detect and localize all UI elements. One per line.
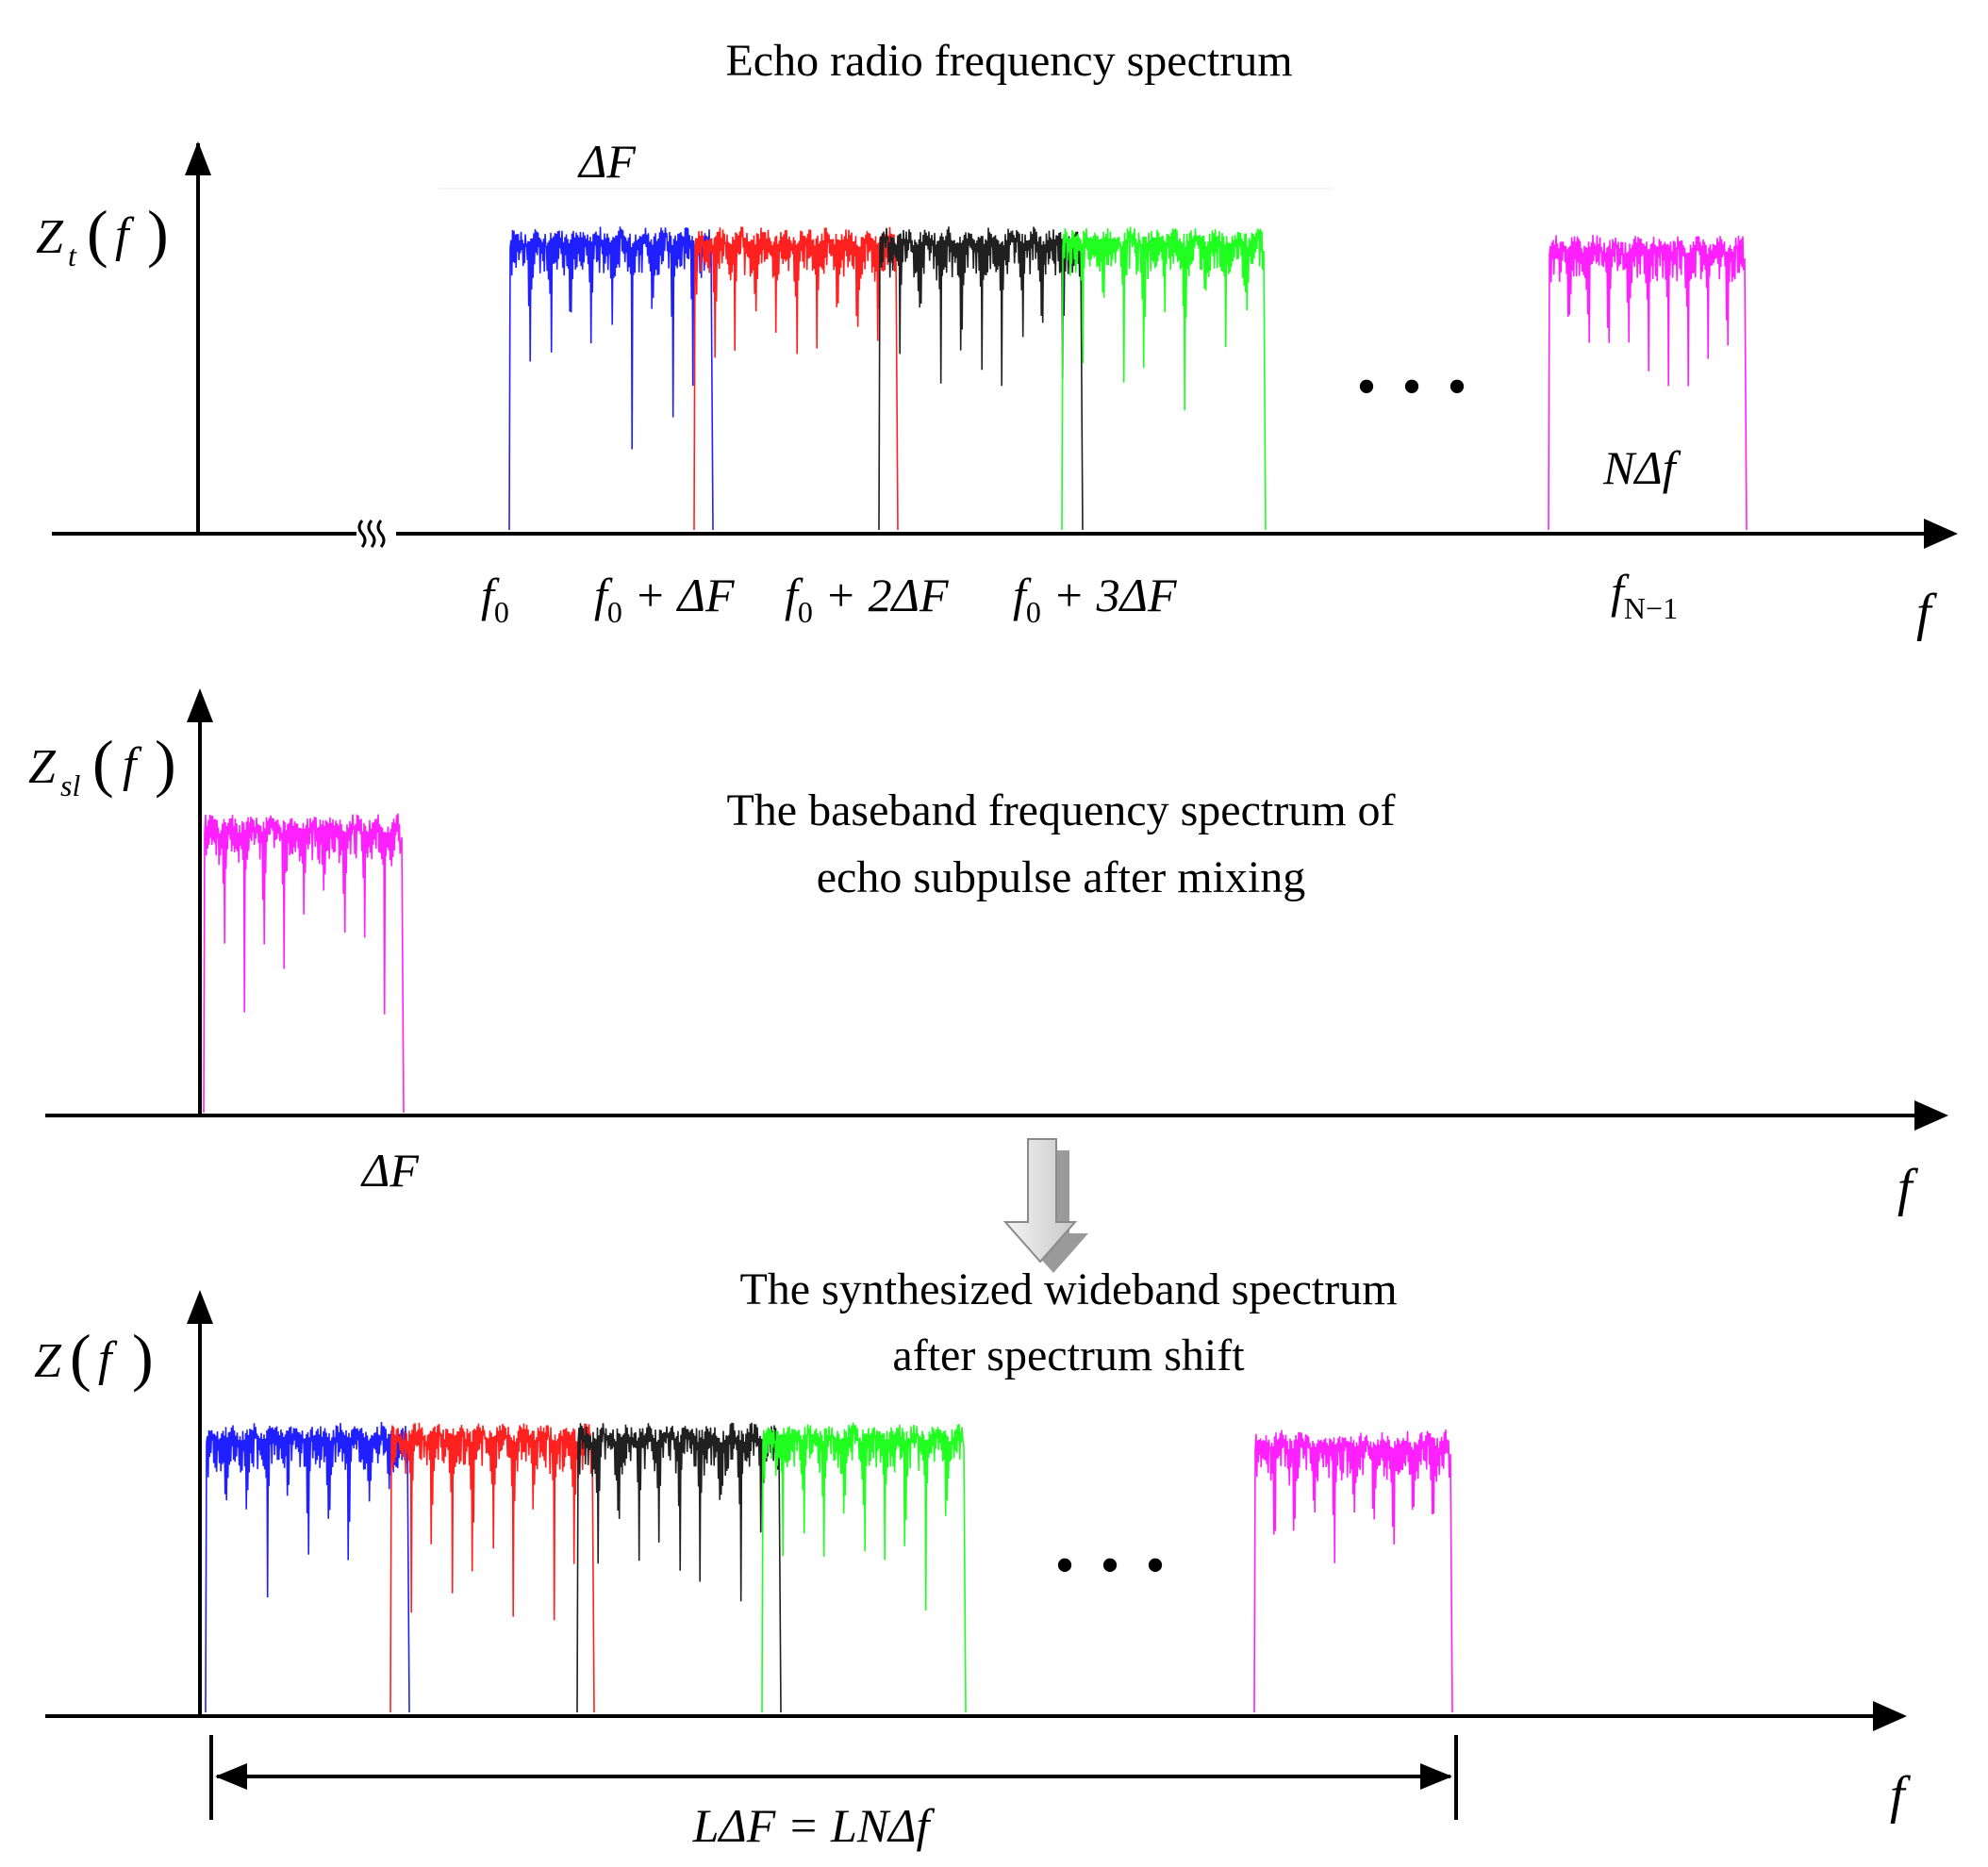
bottom-x-arrowhead bbox=[1873, 1701, 1907, 1731]
bottom-ellipsis: • • • bbox=[1054, 1534, 1170, 1596]
bottom-y-paren-left: ( bbox=[70, 1321, 91, 1393]
bandwidth-label: LΔF = LNΔf bbox=[692, 1799, 936, 1852]
top-y-paren-right: ) bbox=[147, 197, 169, 269]
bottom-y-paren-right: ) bbox=[132, 1321, 154, 1393]
top-tick-labels: f0 f0 + ΔF f0 + 2ΔF f0 + 3ΔF fN−1 bbox=[481, 565, 1678, 629]
middle-spectrum-baseband bbox=[203, 813, 405, 1114]
middle-panel: Z sl ( f ) The baseband frequency spectr… bbox=[28, 688, 1948, 1217]
tick-label-f0-plus-2df: f0 + 2ΔF bbox=[785, 569, 949, 629]
bottom-spectra bbox=[205, 1421, 1453, 1713]
bottom-y-label: Z bbox=[34, 1334, 62, 1388]
bottom-x-axis-label: f bbox=[1890, 1766, 1912, 1825]
tick-label-f0: f0 bbox=[481, 569, 509, 629]
bandwidth-dimension bbox=[209, 1735, 1458, 1820]
bottom-caption-line1: The synthesized wideband spectrum bbox=[739, 1264, 1397, 1314]
top-delta-label: ΔF bbox=[577, 135, 636, 188]
top-ellipsis: • • • bbox=[1356, 355, 1472, 418]
bottom-spectrum-last bbox=[1253, 1429, 1453, 1713]
bottom-y-label-arg: f bbox=[98, 1332, 118, 1386]
bottom-spectrum-3 bbox=[576, 1422, 782, 1713]
top-y-label-sub: t bbox=[68, 239, 77, 273]
middle-delta-label: ΔF bbox=[360, 1144, 419, 1197]
top-y-label-arg: f bbox=[115, 208, 135, 262]
middle-x-arrowhead bbox=[1914, 1100, 1948, 1131]
bottom-spectrum-4 bbox=[761, 1422, 967, 1713]
tick-label-f0-plus-df: f0 + ΔF bbox=[594, 569, 735, 629]
top-spectrum-4 bbox=[1061, 226, 1267, 531]
top-n-delta-label: NΔf bbox=[1602, 441, 1682, 494]
middle-caption-line1: The baseband frequency spectrum of bbox=[726, 785, 1395, 835]
middle-y-paren-right: ) bbox=[155, 727, 176, 799]
tick-label-fn-1: fN−1 bbox=[1611, 565, 1678, 625]
top-spectrum-2 bbox=[693, 226, 899, 531]
top-panel: Echo radio frequency spectrum Z t ( f ) … bbox=[36, 36, 1958, 642]
top-title: Echo radio frequency spectrum bbox=[725, 36, 1292, 86]
shift-down-arrow-icon bbox=[1002, 1138, 1088, 1273]
middle-y-label-sub: sl bbox=[60, 768, 80, 802]
middle-x-axis-label: f bbox=[1897, 1159, 1919, 1217]
top-x-axis-label: f bbox=[1916, 584, 1938, 642]
middle-y-label: Z bbox=[28, 740, 57, 794]
bottom-panel: The synthesized wideband spectrum after … bbox=[34, 1264, 1912, 1852]
middle-spectra bbox=[203, 813, 405, 1114]
top-y-arrowhead bbox=[185, 141, 211, 175]
bottom-spectrum-2 bbox=[389, 1422, 595, 1713]
top-spectrum-1 bbox=[508, 226, 714, 531]
middle-y-paren-left: ( bbox=[92, 727, 114, 799]
middle-y-label-arg: f bbox=[123, 738, 142, 792]
middle-caption-line2: echo subpulse after mixing bbox=[817, 852, 1306, 902]
bottom-spectrum-1 bbox=[205, 1421, 410, 1713]
top-spectra bbox=[508, 226, 1748, 531]
top-x-arrowhead bbox=[1924, 519, 1958, 549]
bottom-caption-line2: after spectrum shift bbox=[892, 1330, 1245, 1380]
tick-label-f0-plus-3df: f0 + 3ΔF bbox=[1013, 569, 1177, 629]
top-spectrum-last bbox=[1548, 235, 1748, 531]
top-y-label: Z bbox=[36, 210, 64, 264]
middle-y-arrowhead bbox=[187, 688, 213, 722]
top-y-paren-left: ( bbox=[87, 197, 108, 269]
bottom-y-arrowhead bbox=[187, 1290, 213, 1324]
axis-break-icon bbox=[357, 520, 386, 548]
top-spectrum-3 bbox=[878, 226, 1084, 531]
